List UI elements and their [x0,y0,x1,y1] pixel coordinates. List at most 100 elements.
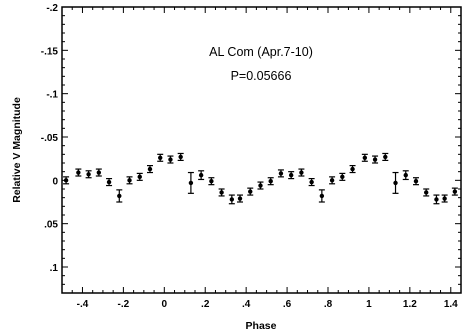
data-point [136,172,143,181]
annotation-star-name: AL Com (Apr.7-10) [209,45,313,59]
data-point [237,194,244,203]
x-tick-label: .4 [242,299,251,310]
x-tick-label: -.4 [77,299,89,310]
point-marker [63,178,69,183]
data-point [218,188,225,197]
point-marker [76,170,81,175]
x-tick-label: .2 [201,299,210,310]
data-point [433,194,440,205]
data-point [257,181,264,190]
data-point [177,152,184,161]
data-point [85,170,92,179]
point-marker [309,179,314,185]
point-marker [350,166,355,172]
data-point [146,165,153,174]
y-tick-label: -.2 [46,3,58,14]
point-marker [393,180,398,186]
x-tick-label: -.2 [118,299,130,310]
y-tick-label: -.05 [41,133,59,144]
point-marker [117,193,122,199]
point-marker [278,171,284,176]
point-marker [229,197,235,202]
data-point [339,172,346,181]
data-point [329,176,336,185]
point-marker [127,178,132,183]
data-point [451,187,458,196]
data-point [382,152,389,161]
data-point [308,178,315,187]
point-marker [403,172,408,178]
axis-tick-labels: -.4 -.2 0 .2 .4 .6 .8 1 1.2 1.4 -.2 -.15 -.1 -.05 0 .05… [41,3,458,310]
point-marker [340,174,345,180]
x-tick-label: 1 [366,299,372,310]
point-marker [209,179,214,184]
point-marker [158,155,163,160]
y-tick-label: .05 [44,220,58,231]
data-point [288,171,295,180]
point-marker [258,183,263,188]
point-marker [106,179,112,185]
data-point [318,189,325,203]
point-marker [434,197,439,202]
data-point [402,170,409,181]
point-marker [219,190,224,195]
point-marker [178,154,183,160]
point-marker [147,166,153,172]
plot-frame [61,6,462,294]
x-tick-label: .8 [324,299,333,310]
data-point [423,188,430,197]
point-marker [168,157,173,162]
data-point [187,171,194,194]
point-marker [268,179,273,184]
point-marker [198,172,204,178]
data-point [247,187,254,196]
point-marker [137,174,142,180]
data-point [167,155,174,164]
data-point [106,178,113,187]
point-marker [319,193,325,199]
y-tick-label: -.1 [46,90,58,101]
data-point [198,170,205,181]
x-tick-label: 0 [162,299,168,310]
x-tick-label: 1.4 [444,299,458,310]
y-axis-title: Relative V Magnitude [11,97,23,203]
data-point [116,189,123,203]
data-point [361,153,368,162]
point-marker [237,196,243,201]
point-marker [288,172,294,178]
data-point [157,153,164,162]
y-tick-label: 0 [52,176,58,187]
point-marker [413,179,419,184]
point-marker [299,170,304,175]
axis-ticks [61,6,462,294]
point-marker [188,180,194,186]
data-point [95,168,102,177]
data-point [228,194,235,205]
point-marker [362,155,368,160]
point-marker [383,154,388,160]
point-marker [452,189,458,194]
data-point [267,177,274,186]
x-axis-title: Phase [246,320,277,332]
point-marker [248,189,253,194]
y-tick-label: -.15 [41,46,59,57]
data-point [441,194,448,203]
data-point [349,165,356,174]
data-points [63,152,458,205]
x-tick-label: 1.2 [403,299,417,310]
point-marker [424,190,429,195]
x-tick-label: .6 [283,299,292,310]
point-marker [96,170,102,175]
point-marker [372,157,378,162]
data-point [298,168,305,177]
point-marker [329,178,335,183]
data-point [75,168,82,177]
data-point [208,177,215,186]
data-point [372,155,379,164]
y-tick-label: .1 [50,263,59,274]
point-marker [86,172,91,177]
data-point [126,176,133,185]
point-marker [442,196,447,201]
annotation-period: P=0.05666 [231,69,292,83]
